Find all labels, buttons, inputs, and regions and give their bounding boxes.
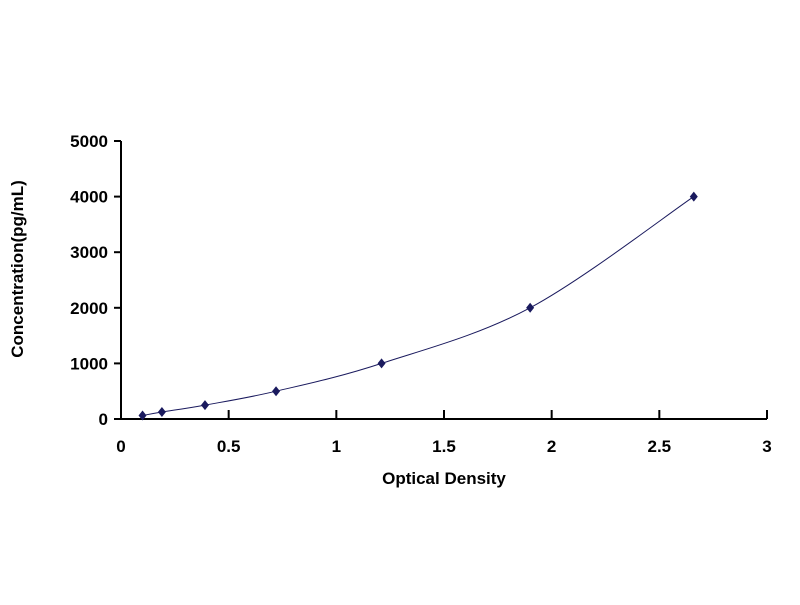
x-tick-label: 2 — [547, 437, 556, 456]
x-tick-label: 1.5 — [432, 437, 456, 456]
data-point — [138, 410, 147, 421]
y-tick-label: 2000 — [70, 299, 108, 318]
fitted-curve — [142, 196, 695, 417]
tick-labels: 0 0.5 1 1.5 2 2.5 3 0 1000 2000 3000 4000 5000 — [70, 132, 772, 456]
y-axis-label: Concentration(pg/mL) — [8, 180, 27, 358]
x-tick-label: 0.5 — [217, 437, 241, 456]
x-tick-label: 0 — [116, 437, 125, 456]
data-points — [138, 191, 698, 421]
y-tick-label: 5000 — [70, 132, 108, 151]
x-tick-label: 2.5 — [648, 437, 672, 456]
x-tick-label: 1 — [332, 437, 341, 456]
y-tick-label: 0 — [99, 410, 108, 429]
data-point — [526, 302, 535, 313]
y-tick-label: 3000 — [70, 243, 108, 262]
y-tick-label: 1000 — [70, 354, 108, 373]
data-point — [377, 358, 386, 369]
x-axis-label: Optical Density — [382, 469, 506, 488]
data-point — [200, 400, 209, 411]
x-tick-label: 3 — [762, 437, 771, 456]
data-point — [157, 407, 166, 418]
y-tick-label: 4000 — [70, 188, 108, 207]
data-point — [689, 191, 698, 202]
data-point — [272, 386, 281, 397]
axes — [114, 140, 768, 420]
